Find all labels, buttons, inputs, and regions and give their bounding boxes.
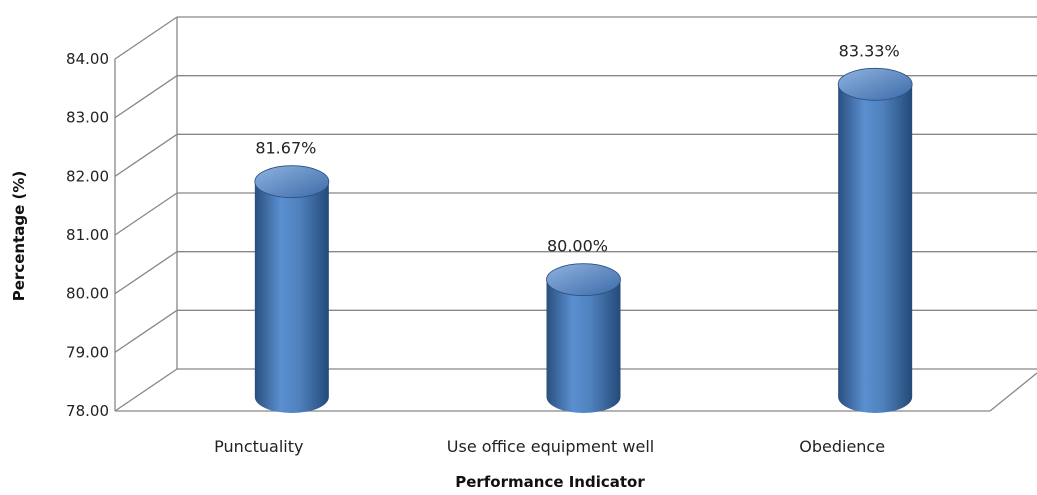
- floor-right-edge: [989, 372, 1037, 412]
- bar-data-label: 83.33%: [839, 41, 900, 60]
- bar-body: [838, 84, 913, 413]
- bar: [837, 67, 913, 413]
- bars-layer: [254, 67, 913, 413]
- gridline-side: [114, 309, 178, 353]
- bar-top-cap: [546, 263, 621, 297]
- y-tick-label: 78.00: [66, 402, 109, 420]
- bar-top-cap: [254, 165, 330, 199]
- y-tick-label: 80.00: [66, 285, 109, 303]
- gridline-side: [114, 251, 178, 295]
- gridline-side: [114, 192, 178, 236]
- y-tick-label: 79.00: [66, 343, 109, 361]
- y-axis-title: Percentage (%): [10, 171, 28, 301]
- bar-body: [254, 181, 329, 413]
- x-axis-title: Performance Indicator: [455, 473, 645, 491]
- gridline-side: [114, 368, 178, 412]
- bar-body: [546, 279, 621, 413]
- bar-top-cap: [837, 67, 913, 101]
- bar-data-label: 81.67%: [255, 139, 316, 158]
- x-tick-label: Obedience: [799, 437, 885, 456]
- gridline-side: [114, 75, 178, 119]
- y-tick-label: 83.00: [66, 109, 109, 127]
- bar-data-label: 80.00%: [547, 237, 608, 256]
- gridline-side: [114, 133, 178, 177]
- y-tick-label: 81.00: [66, 226, 109, 244]
- bar: [254, 165, 330, 413]
- bar: [546, 263, 621, 413]
- x-tick-label: Punctuality: [214, 437, 303, 456]
- y-tick-label: 82.00: [66, 167, 109, 185]
- labels-layer: 78.00 79.00 80.00 81.00 82.00 83.00 84.00 81.67…: [66, 41, 900, 456]
- x-tick-label: Use office equipment well: [447, 437, 654, 456]
- gridline-side: [114, 16, 178, 60]
- y-tick-label: 84.00: [66, 50, 109, 68]
